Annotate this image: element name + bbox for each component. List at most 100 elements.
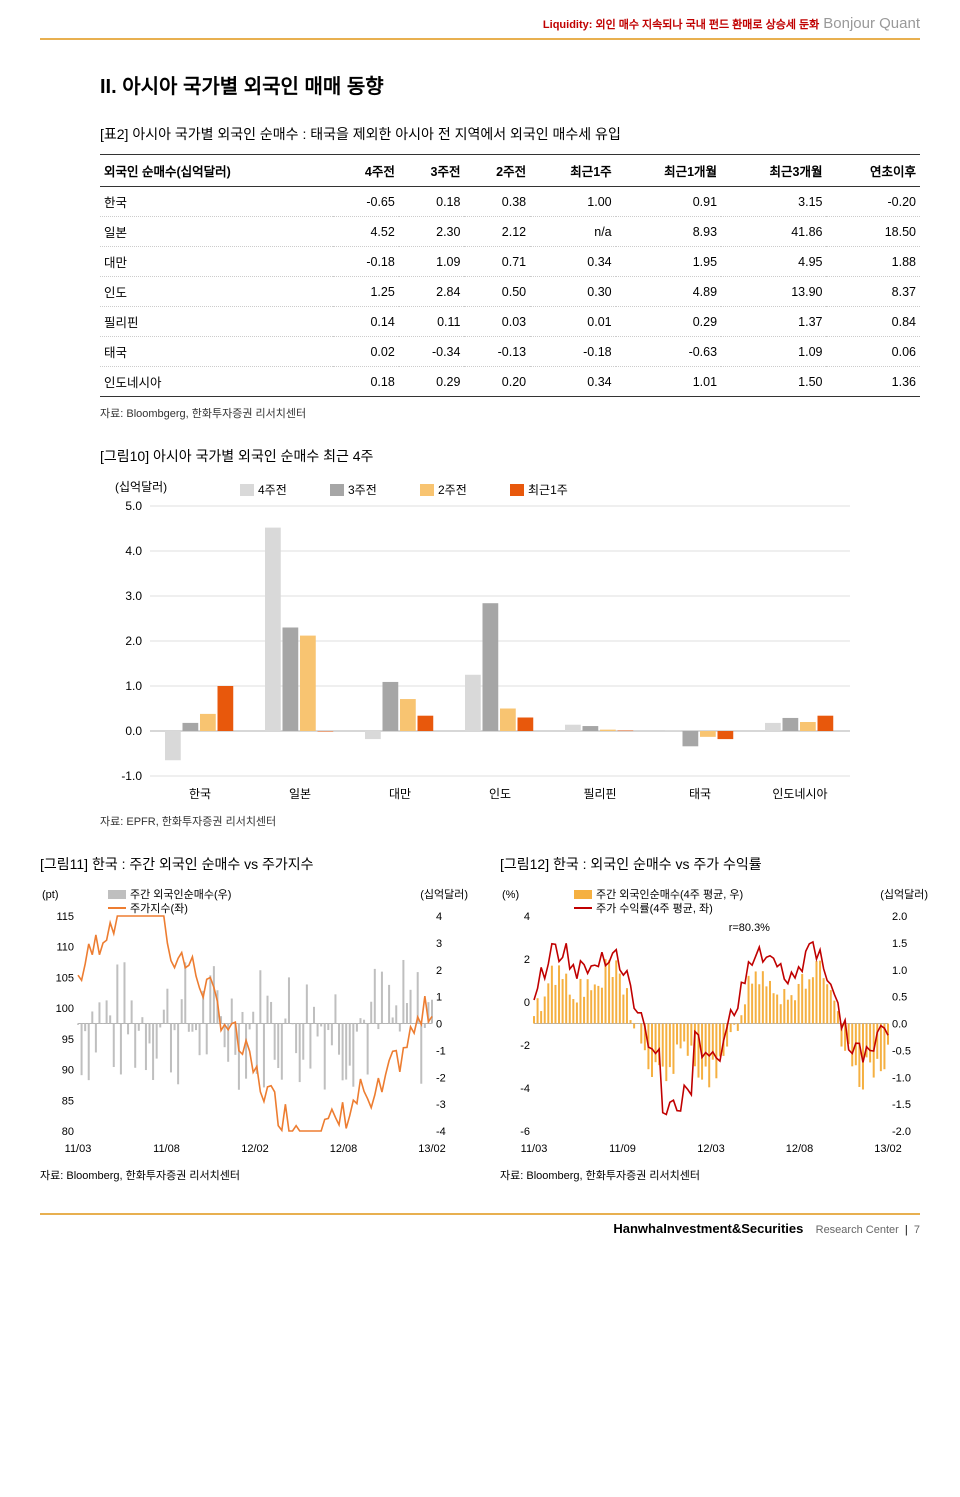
svg-text:2: 2 xyxy=(436,965,442,977)
svg-text:2.0: 2.0 xyxy=(125,634,142,648)
svg-text:3주전: 3주전 xyxy=(348,483,377,497)
table-header: 최근1개월 xyxy=(616,155,721,187)
footer-center: Research Center xyxy=(816,1224,899,1236)
svg-text:인도: 인도 xyxy=(489,787,511,801)
table-header: 3주전 xyxy=(399,155,465,187)
table-header: 4주전 xyxy=(333,155,399,187)
svg-text:3.0: 3.0 xyxy=(125,589,142,603)
page-header: Liquidity: 외인 매수 지속되나 국내 펀드 환매로 상승세 둔화 B… xyxy=(40,0,920,40)
svg-text:-2.0: -2.0 xyxy=(892,1126,911,1138)
svg-text:12/08: 12/08 xyxy=(786,1143,814,1155)
header-gray: Bonjour Quant xyxy=(823,15,920,32)
svg-text:주가지수(좌): 주가지수(좌) xyxy=(130,902,188,915)
svg-text:4주전: 4주전 xyxy=(258,483,287,497)
svg-text:일본: 일본 xyxy=(289,787,311,801)
svg-text:-1.0: -1.0 xyxy=(121,769,142,783)
svg-text:-0.5: -0.5 xyxy=(892,1045,911,1057)
svg-text:-6: -6 xyxy=(520,1126,530,1138)
svg-text:(십억달러): (십억달러) xyxy=(880,888,928,901)
footer-page: 7 xyxy=(914,1224,920,1236)
chart12-svg: (%) (십억달러) 주간 외국인순매수(4주 평균, 우)주가 수익률(4주 평균… xyxy=(500,886,930,1156)
svg-text:11/09: 11/09 xyxy=(609,1143,636,1155)
svg-text:4.0: 4.0 xyxy=(125,544,142,558)
svg-text:3: 3 xyxy=(436,938,442,950)
svg-text:-2: -2 xyxy=(436,1072,446,1084)
svg-text:(%): (%) xyxy=(502,889,519,901)
svg-text:2: 2 xyxy=(524,954,530,966)
svg-text:90: 90 xyxy=(62,1065,74,1077)
svg-text:(십억달러): (십억달러) xyxy=(420,888,468,901)
svg-text:-1.5: -1.5 xyxy=(892,1099,911,1111)
svg-text:(pt): (pt) xyxy=(42,889,59,901)
table-row: 필리핀0.140.110.030.010.291.370.84 xyxy=(100,307,920,337)
svg-text:주간 외국인순매수(4주 평균, 우): 주간 외국인순매수(4주 평균, 우) xyxy=(596,888,743,901)
chart10-svg: (십억달러) -1.0 0.0 1.0 2.0 3.0 4.0 5.0 4주전 3주전 2주전 최근1… xyxy=(100,476,860,806)
svg-text:95: 95 xyxy=(62,1034,74,1046)
svg-text:0.0: 0.0 xyxy=(892,1019,907,1031)
svg-text:인도네시아: 인도네시아 xyxy=(772,787,827,801)
svg-text:1.0: 1.0 xyxy=(125,679,142,693)
svg-text:5.0: 5.0 xyxy=(125,499,142,513)
table-header: 2주전 xyxy=(464,155,530,187)
svg-text:4: 4 xyxy=(436,911,442,923)
svg-text:12/02: 12/02 xyxy=(241,1143,269,1155)
table-row: 한국-0.650.180.381.000.913.15-0.20 xyxy=(100,187,920,217)
svg-text:11/08: 11/08 xyxy=(153,1143,180,1155)
svg-text:2주전: 2주전 xyxy=(438,483,467,497)
table-header: 최근3개월 xyxy=(721,155,826,187)
svg-text:태국: 태국 xyxy=(689,787,711,801)
svg-text:1.0: 1.0 xyxy=(892,965,907,977)
table-row: 인도1.252.840.500.304.8913.908.37 xyxy=(100,277,920,307)
table-row: 일본4.522.302.12n/a8.9341.8618.50 xyxy=(100,217,920,247)
chart12-title: [그림12] 한국 : 외국인 순매수 vs 주가 수익률 xyxy=(500,854,930,874)
chart12-source: 자료: Bloomberg, 한화투자증권 리서치센터 xyxy=(500,1167,930,1183)
svg-text:0: 0 xyxy=(524,997,530,1009)
table2-source: 자료: Bloombgerg, 한화투자증권 리서치센터 xyxy=(100,405,920,421)
page-footer: HanwhaInvestment&Securities Research Cen… xyxy=(40,1213,920,1236)
svg-text:필리핀: 필리핀 xyxy=(583,787,616,801)
table-row: 인도네시아0.180.290.200.341.011.501.36 xyxy=(100,367,920,397)
svg-text:1.5: 1.5 xyxy=(892,938,907,950)
svg-text:주가 수익률(4주 평균, 좌): 주가 수익률(4주 평균, 좌) xyxy=(596,902,713,915)
table-row: 대만-0.181.090.710.341.954.951.88 xyxy=(100,247,920,277)
svg-text:(십억달러): (십억달러) xyxy=(115,480,167,494)
svg-text:100: 100 xyxy=(56,1003,74,1015)
svg-text:0.5: 0.5 xyxy=(892,992,907,1004)
svg-text:r=80.3%: r=80.3% xyxy=(729,922,770,934)
svg-text:4: 4 xyxy=(524,911,530,923)
svg-text:13/02: 13/02 xyxy=(874,1143,902,1155)
svg-text:주간 외국인순매수(우): 주간 외국인순매수(우) xyxy=(130,888,231,901)
svg-text:대만: 대만 xyxy=(389,787,411,801)
table-row: 태국0.02-0.34-0.13-0.18-0.631.090.06 xyxy=(100,337,920,367)
svg-text:110: 110 xyxy=(56,942,74,954)
table-header: 외국인 순매수(십억달러) xyxy=(100,155,333,187)
svg-text:-4: -4 xyxy=(520,1083,530,1095)
chart11-title: [그림11] 한국 : 주간 외국인 순매수 vs 주가지수 xyxy=(40,854,470,874)
svg-text:최근1주: 최근1주 xyxy=(528,483,568,497)
svg-text:0.0: 0.0 xyxy=(125,724,142,738)
chart10-source: 자료: EPFR, 한화투자증권 리서치센터 xyxy=(100,813,920,829)
table-header: 연초이후 xyxy=(826,155,920,187)
svg-text:12/03: 12/03 xyxy=(697,1143,725,1155)
svg-text:11/03: 11/03 xyxy=(521,1143,548,1155)
svg-text:-2: -2 xyxy=(520,1040,530,1052)
header-red: Liquidity: 외인 매수 지속되나 국내 펀드 환매로 상승세 둔화 xyxy=(543,16,819,32)
svg-text:13/02: 13/02 xyxy=(418,1143,446,1155)
svg-text:1: 1 xyxy=(436,992,442,1004)
svg-text:-3: -3 xyxy=(436,1099,446,1111)
svg-text:105: 105 xyxy=(56,972,74,984)
table2-title: [표2] 아시아 국가별 외국인 순매수 : 태국을 제외한 아시아 전 지역에… xyxy=(100,124,920,144)
svg-text:12/08: 12/08 xyxy=(330,1143,358,1155)
svg-text:2.0: 2.0 xyxy=(892,911,907,923)
svg-text:-1.0: -1.0 xyxy=(892,1072,911,1084)
svg-text:0: 0 xyxy=(436,1019,442,1031)
svg-text:85: 85 xyxy=(62,1095,74,1107)
chart11-source: 자료: Bloomberg, 한화투자증권 리서치센터 xyxy=(40,1167,470,1183)
svg-text:한국: 한국 xyxy=(189,787,211,801)
svg-text:80: 80 xyxy=(62,1126,74,1138)
svg-text:-1: -1 xyxy=(436,1045,446,1057)
svg-text:11/03: 11/03 xyxy=(65,1143,92,1155)
table2: 외국인 순매수(십억달러)4주전3주전2주전최근1주최근1개월최근3개월연초이후… xyxy=(100,154,920,397)
svg-text:115: 115 xyxy=(56,911,74,923)
table-header: 최근1주 xyxy=(530,155,616,187)
